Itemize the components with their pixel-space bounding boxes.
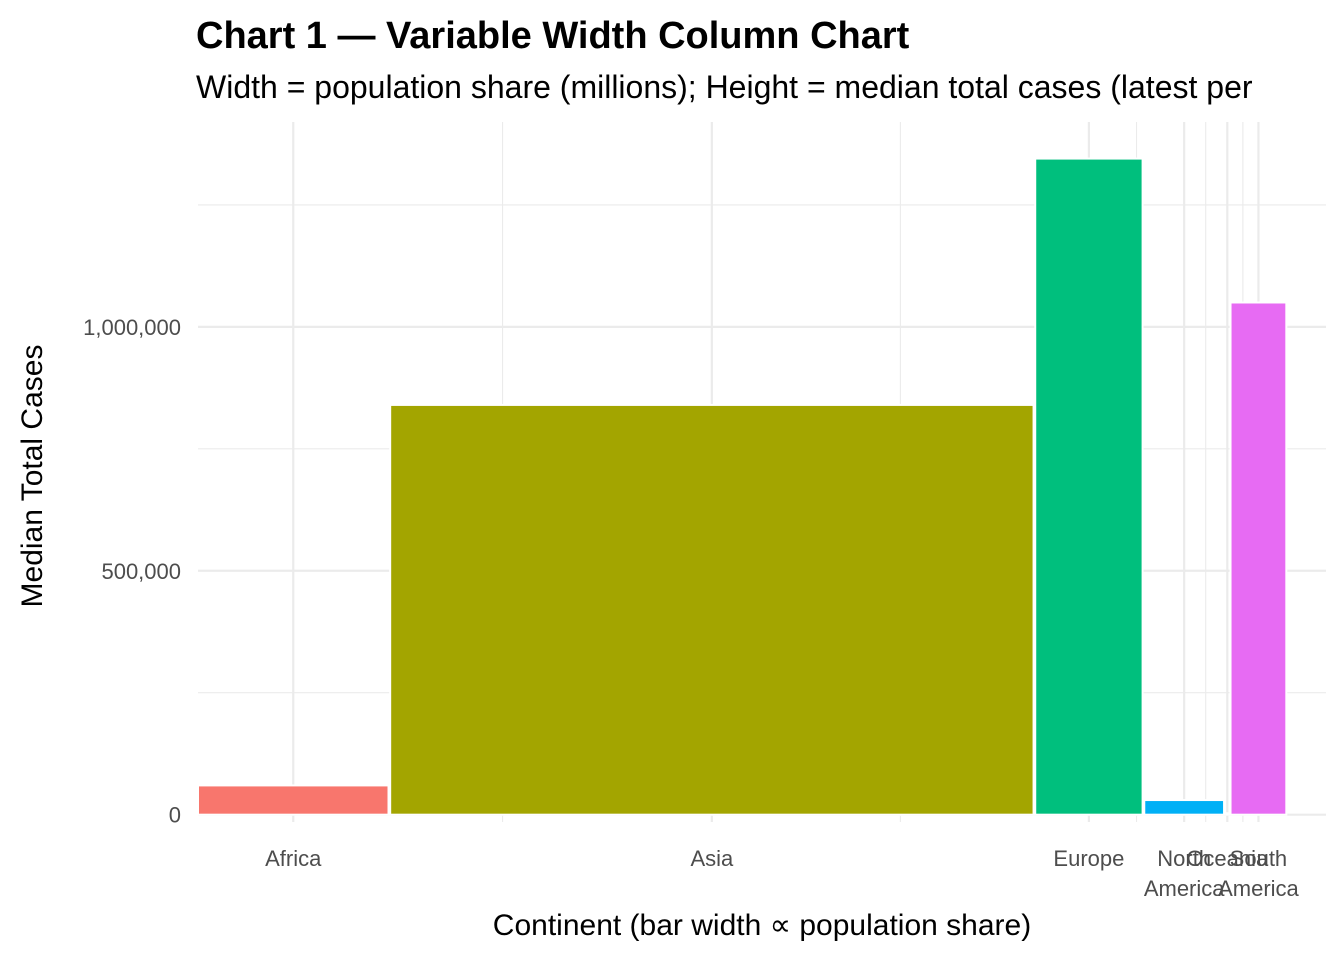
- x-axis-tick-labels: Africa Asia Europe North AmericaOceaniaSouth…: [265, 846, 1299, 901]
- x-tick-label: Africa: [265, 846, 322, 871]
- y-tick-label: 500,000: [101, 559, 181, 584]
- x-tick-label: Oceania: [1186, 846, 1269, 871]
- bar-north-america: [1143, 799, 1226, 816]
- bar-oceania: [1224, 812, 1230, 816]
- y-axis-title: Median Total Cases: [16, 345, 49, 608]
- bar-europe: [1034, 157, 1144, 816]
- x-tick-label: North America: [1144, 846, 1225, 901]
- chart-title: Chart 1 — Variable Width Column Chart: [196, 15, 910, 57]
- x-tick-label: South America: [1218, 846, 1299, 901]
- y-axis-tick-labels: 0 500,000 1,000,000: [83, 315, 181, 828]
- bars: [197, 157, 1288, 816]
- plot-area: [197, 122, 1326, 822]
- x-axis-title: Continent (bar width ∝ population share): [493, 909, 1031, 942]
- y-tick-label: 0: [169, 803, 181, 828]
- bar-asia: [389, 403, 1035, 816]
- bar-africa: [197, 784, 390, 816]
- x-tick-label: Asia: [690, 846, 734, 871]
- y-tick-label: 1,000,000: [83, 315, 181, 340]
- chart-subtitle: Width = population share (millions); Hei…: [196, 69, 1253, 105]
- bar-south-america: [1229, 301, 1288, 816]
- x-tick-label: Europe: [1053, 846, 1124, 871]
